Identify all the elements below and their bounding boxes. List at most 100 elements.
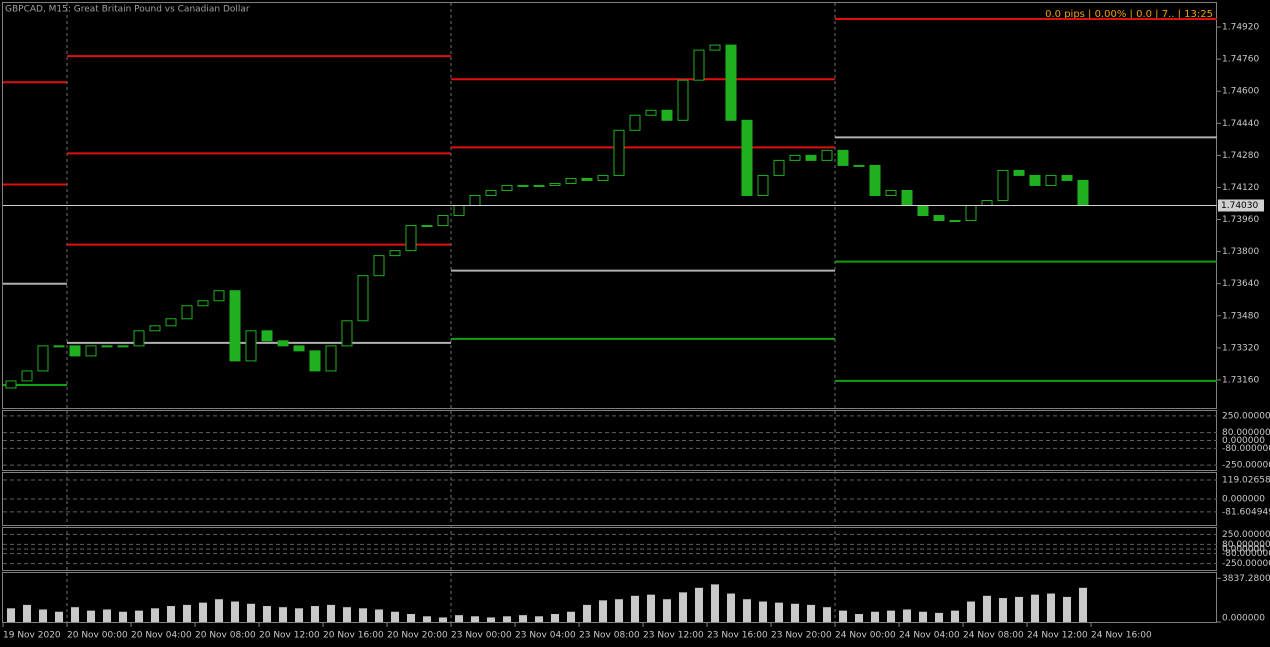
candle-body — [469, 194, 481, 207]
volume-bar — [263, 606, 271, 622]
y-tick-label: -250.000000 — [1222, 461, 1270, 471]
candle-body — [229, 290, 241, 362]
volume-bar — [791, 603, 799, 622]
volume-bar — [423, 616, 431, 622]
candle-body — [165, 318, 177, 327]
candle-body — [1061, 174, 1073, 181]
last-price-label: 1.74030 — [1221, 201, 1258, 211]
candle-body — [309, 350, 321, 372]
volume-bar — [1015, 596, 1023, 622]
candle-body — [741, 119, 753, 196]
candle-body — [885, 189, 897, 196]
candle-body — [149, 325, 161, 332]
candle-body — [965, 205, 977, 222]
candle-body — [181, 305, 193, 320]
y-tick-label: 250.000000 — [1222, 411, 1270, 421]
volume-bar — [503, 616, 511, 622]
volume-bar — [231, 601, 239, 622]
x-tick-label: 20 Nov 16:00 — [323, 631, 384, 641]
volume-bar — [487, 617, 495, 622]
chart-title: GBPCAD, M15: Great Britain Pound vs Cana… — [5, 5, 250, 15]
candle-body — [325, 345, 337, 372]
y-tick-label: -250.000000 — [1222, 559, 1270, 569]
volume-bar — [1047, 593, 1055, 622]
candle-body — [629, 114, 641, 131]
volume-bar — [167, 606, 175, 622]
candle-body — [1029, 174, 1041, 186]
volume-bar — [535, 616, 543, 622]
volume-bar — [583, 604, 591, 622]
candle-body — [821, 149, 833, 161]
y-tick-label: 1.74600 — [1222, 87, 1259, 97]
candle-body — [117, 345, 129, 348]
y-tick-label: 0.000000 — [1222, 436, 1265, 446]
volume-bar — [743, 599, 751, 622]
candle-body — [421, 225, 433, 228]
candle-body — [101, 345, 113, 348]
candle-body — [85, 345, 97, 357]
volume-bar — [391, 611, 399, 622]
candle-body — [1045, 174, 1057, 186]
x-tick-label: 23 Nov 04:00 — [515, 631, 576, 641]
candle-body — [1013, 169, 1025, 176]
candle-body — [901, 189, 913, 207]
y-tick-label: 1.73960 — [1222, 215, 1259, 225]
x-tick-label: 23 Nov 20:00 — [771, 631, 832, 641]
y-tick-label: 1.73640 — [1222, 279, 1259, 289]
volume-bar — [439, 617, 447, 622]
volume-bar — [279, 607, 287, 622]
volume-bar — [759, 601, 767, 622]
volume-bar — [407, 614, 415, 622]
candle-body — [1077, 179, 1089, 207]
volume-bar — [375, 609, 383, 622]
candle-body — [373, 255, 385, 277]
volume-bar — [967, 601, 975, 622]
volume-bar — [327, 604, 335, 622]
candle-body — [261, 330, 273, 342]
volume-bar — [983, 595, 991, 622]
volume-bar — [855, 614, 863, 622]
candle-body — [837, 149, 849, 166]
volume-bar — [551, 614, 559, 622]
candle-body — [69, 345, 81, 357]
y-tick-label: 1.74760 — [1222, 55, 1259, 65]
x-tick-label: 24 Nov 00:00 — [835, 631, 896, 641]
volume-bar — [871, 611, 879, 622]
y-tick-label: 0.000000 — [1222, 614, 1265, 624]
y-tick-label: 1.74440 — [1222, 119, 1259, 129]
candle-body — [933, 215, 945, 222]
candle-body — [501, 184, 513, 191]
x-tick-label: 20 Nov 04:00 — [131, 631, 192, 641]
volume-bar — [599, 600, 607, 622]
y-tick-label: 1.74920 — [1222, 23, 1259, 33]
volume-bar — [1031, 594, 1039, 622]
x-tick-label: 20 Nov 20:00 — [387, 631, 448, 641]
volume-bar — [519, 615, 527, 622]
volume-bar — [999, 598, 1007, 622]
last-price-box — [1218, 199, 1264, 212]
y-tick-label: 1.74120 — [1222, 183, 1259, 193]
y-tick-label: 119.026581 — [1222, 476, 1270, 486]
y-tick-label: 80.000000 — [1222, 428, 1270, 438]
candle-body — [693, 49, 705, 81]
volume-bar — [55, 611, 63, 622]
info-text: 0.0 pips | 0.00% | 0.0 | 7.. | 13:25 — [1045, 9, 1213, 20]
y-tick-label: 1.73160 — [1222, 375, 1259, 385]
candle-body — [565, 177, 577, 184]
candle-body — [677, 79, 689, 121]
volume-bar — [823, 607, 831, 622]
candle-body — [517, 184, 529, 187]
volume-bar — [1063, 596, 1071, 622]
y-tick-label: 1.74280 — [1222, 151, 1259, 161]
candle-body — [357, 275, 369, 322]
candle-body — [757, 174, 769, 196]
volume-bar — [727, 593, 735, 622]
y-tick-label: 0.000000 — [1222, 545, 1265, 555]
volume-bar — [807, 604, 815, 622]
candle-body — [277, 340, 289, 347]
volume-bar — [935, 612, 943, 622]
candle-body — [981, 199, 993, 207]
